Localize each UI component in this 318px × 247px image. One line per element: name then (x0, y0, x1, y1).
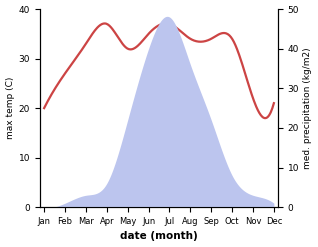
X-axis label: date (month): date (month) (120, 231, 198, 242)
Y-axis label: max temp (C): max temp (C) (5, 77, 15, 139)
Y-axis label: med. precipitation (kg/m2): med. precipitation (kg/m2) (303, 47, 313, 169)
